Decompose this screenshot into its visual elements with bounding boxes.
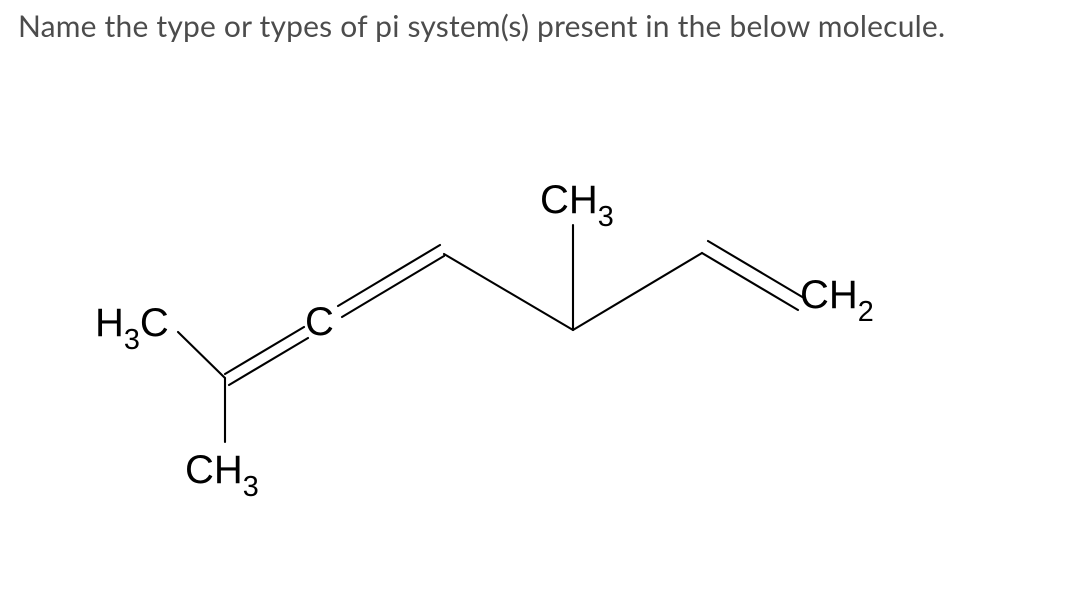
bond-line: [229, 338, 308, 385]
label-c-allene: C: [305, 302, 334, 342]
bond-line: [702, 253, 798, 310]
label-h3c-left: H3C: [95, 303, 169, 351]
bond-line: [444, 254, 573, 330]
bond-line: [338, 245, 440, 306]
bond-line: [573, 253, 702, 330]
bond-line: [708, 241, 804, 298]
molecule-bonds-svg: [0, 0, 1082, 588]
bond-line: [178, 332, 225, 378]
bond-line: [225, 327, 304, 374]
bond-line: [342, 256, 444, 317]
label-ch3-bottom: CH3: [185, 450, 259, 498]
molecule-diagram: H3C C CH3 CH3 CH2: [0, 0, 1082, 588]
label-ch2-right: CH2: [800, 275, 874, 323]
label-ch3-top: CH3: [540, 180, 614, 228]
